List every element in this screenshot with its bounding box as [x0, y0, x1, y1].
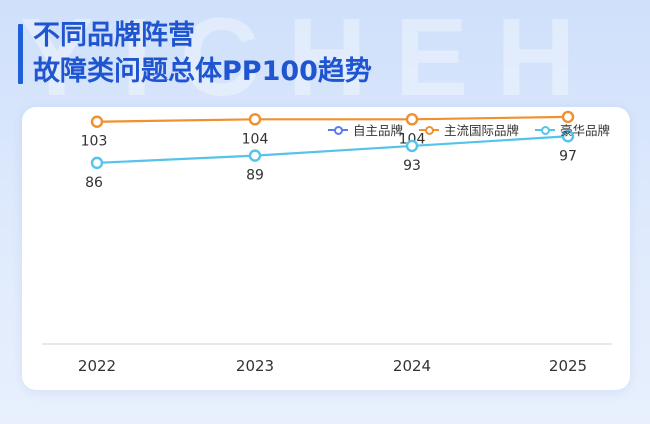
legend-line-marker-icon: [534, 125, 555, 135]
legend-item: 自主品牌: [327, 120, 403, 139]
data-label: 89: [246, 168, 264, 184]
x-tick-label: 2024: [393, 357, 431, 375]
data-label: 93: [403, 158, 421, 174]
legend-item: 豪华品牌: [534, 120, 610, 139]
x-tick-label: 2022: [78, 357, 116, 375]
x-tick-label: 2023: [236, 357, 274, 375]
chart-legend: 自主品牌 主流国际品牌 豪华品牌: [327, 120, 610, 139]
data-label: 97: [559, 148, 577, 164]
data-point: [248, 113, 262, 126]
data-point: [90, 115, 104, 128]
data-label: 104: [242, 131, 269, 147]
data-point: [90, 156, 104, 170]
legend-label: 豪华品牌: [559, 123, 610, 138]
data-label: 86: [85, 175, 103, 191]
legend-label: 主流国际品牌: [443, 123, 519, 138]
title-accent-bar: [18, 24, 23, 84]
data-point: [405, 139, 419, 153]
line-chart: 2022202320242025112118113118103104104105…: [42, 107, 612, 375]
legend-line-marker-icon: [327, 125, 348, 135]
title-line-1: 不同品牌阵营: [33, 20, 195, 51]
series-line: [96, 115, 569, 123]
data-point: [405, 113, 419, 126]
data-label: 105: [555, 107, 582, 109]
title-line-2: 故障类问题总体PP100趋势: [33, 56, 372, 87]
series-line: [96, 135, 569, 164]
legend-label: 自主品牌: [352, 123, 403, 138]
data-label: 104: [399, 131, 426, 147]
chart-card: 2022202320242025112118113118103104104105…: [22, 107, 630, 390]
data-point: [561, 130, 575, 143]
data-point: [561, 110, 575, 124]
data-point: [248, 149, 262, 162]
page-title: 不同品牌阵营 故障类问题总体PP100趋势: [33, 18, 372, 90]
x-tick-label: 2025: [549, 357, 587, 375]
legend-line-marker-icon: [418, 125, 439, 135]
legend-item: 主流国际品牌: [418, 120, 519, 139]
data-label: 103: [81, 134, 108, 150]
